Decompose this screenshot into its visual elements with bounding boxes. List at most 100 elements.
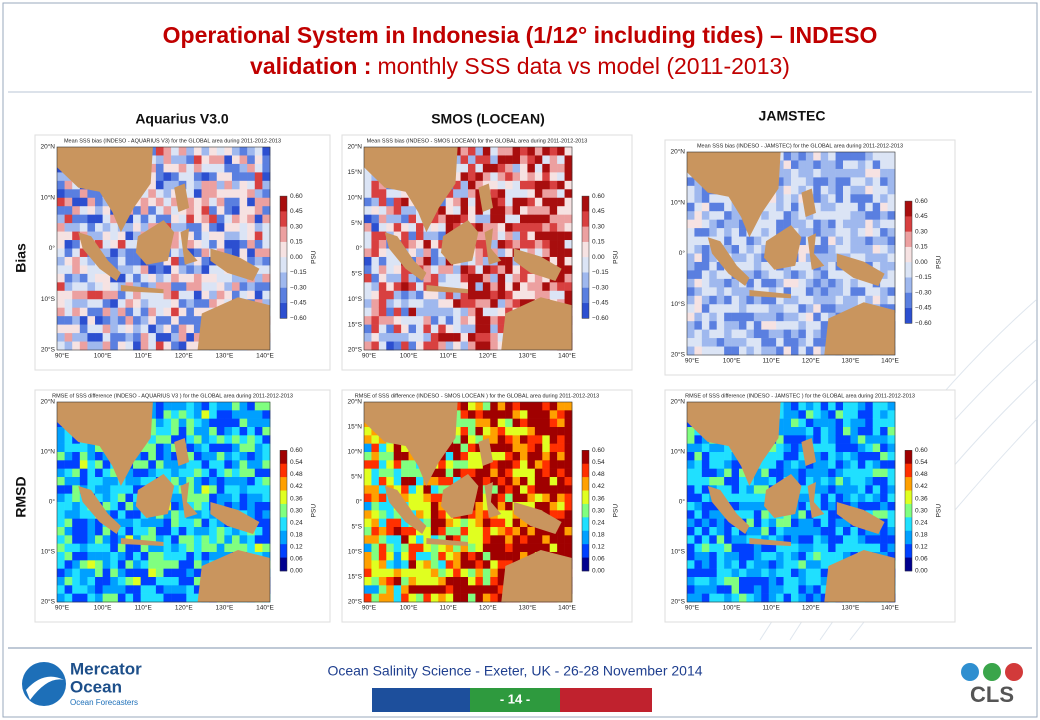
map-cell (438, 324, 447, 334)
map-cell (527, 172, 536, 182)
map-cell (768, 460, 777, 469)
map-cell (445, 452, 454, 461)
map-cell (148, 593, 157, 603)
map-cell (746, 329, 755, 339)
map-cell (163, 427, 172, 436)
map-cell (865, 219, 874, 229)
map-cell (482, 248, 491, 258)
lon-label: 130°E (519, 604, 537, 612)
map-cell (857, 211, 866, 220)
map-cell (57, 248, 65, 258)
map-cell (178, 333, 187, 342)
map-cell (716, 236, 725, 246)
map-cell (163, 163, 172, 173)
map-cell (171, 333, 180, 342)
map-cell (512, 493, 521, 503)
map-cell (482, 214, 491, 224)
map-cell (724, 485, 732, 494)
map-cell (798, 585, 807, 594)
map-cell (505, 189, 513, 199)
map-cell (416, 552, 424, 561)
map-cell (887, 485, 896, 494)
map-cell (753, 253, 762, 263)
map-cell (687, 452, 695, 461)
map-cell (520, 477, 528, 486)
map-cell (887, 460, 896, 469)
map-cell (701, 543, 710, 553)
map-cell (497, 552, 506, 561)
map-cell (709, 194, 718, 204)
map-cell (880, 168, 888, 178)
lon-label: 140°E (256, 604, 274, 612)
map-cell (57, 206, 65, 215)
map-cell (497, 468, 506, 478)
map-cell (709, 477, 718, 486)
map-cell (193, 256, 202, 266)
map-cell (482, 535, 491, 544)
map-cell (430, 307, 439, 317)
map-cell (791, 270, 799, 280)
colorbar-segment (582, 557, 589, 572)
map-cell (87, 477, 96, 486)
map-cell (393, 189, 402, 199)
map-cell (148, 307, 157, 317)
map-cell (475, 552, 484, 561)
map-cell (805, 477, 814, 486)
map-cell (857, 477, 866, 486)
map-cell (557, 214, 565, 224)
map-cell (57, 256, 65, 266)
map-cell (549, 477, 558, 486)
map-cell (843, 219, 851, 229)
map-cell (393, 206, 402, 215)
map-cell (475, 427, 484, 436)
map-cell (835, 245, 844, 254)
map-cell (64, 256, 73, 266)
map-cell (791, 427, 799, 436)
map-cell (813, 228, 822, 237)
map-cell (438, 593, 447, 603)
map-cell (171, 172, 180, 182)
map-cell (872, 160, 881, 170)
map-cell (95, 468, 103, 478)
map-cell (79, 223, 88, 232)
map-cell (724, 460, 732, 469)
map-cell (534, 427, 543, 436)
map-cell (57, 172, 65, 182)
map-cell (497, 485, 506, 494)
map-cell (209, 518, 218, 528)
map-cell (564, 273, 573, 283)
map-cell (57, 560, 65, 569)
map-cell (805, 304, 814, 314)
map-cell (872, 443, 881, 453)
land (801, 438, 816, 466)
map-cell (813, 152, 822, 161)
map-cell (72, 240, 81, 249)
map-cell (746, 245, 755, 254)
map-cell (378, 324, 387, 334)
map-cell (468, 206, 476, 215)
map-cell (95, 299, 103, 309)
map-cell (768, 452, 777, 461)
map-cell (247, 189, 256, 199)
map-cell (564, 452, 573, 461)
map-cell (835, 228, 844, 237)
map-cell (768, 194, 777, 204)
map-cell (393, 468, 402, 478)
lat-label: 20°S (41, 598, 56, 606)
map-cell (186, 493, 195, 503)
map-cell (880, 493, 888, 503)
map-cell (247, 502, 256, 511)
map-cell (110, 316, 119, 325)
map-cell (445, 468, 454, 478)
map-cell (262, 240, 271, 249)
map-cell (386, 552, 395, 561)
map-cell (791, 160, 799, 170)
map-cell (171, 180, 180, 190)
map-cell (791, 585, 799, 594)
map-cell (445, 290, 454, 300)
colorbar-segment (582, 503, 589, 518)
map-cell (497, 418, 506, 428)
land (210, 502, 260, 534)
map-cell (133, 256, 141, 266)
map-cell (201, 273, 210, 283)
